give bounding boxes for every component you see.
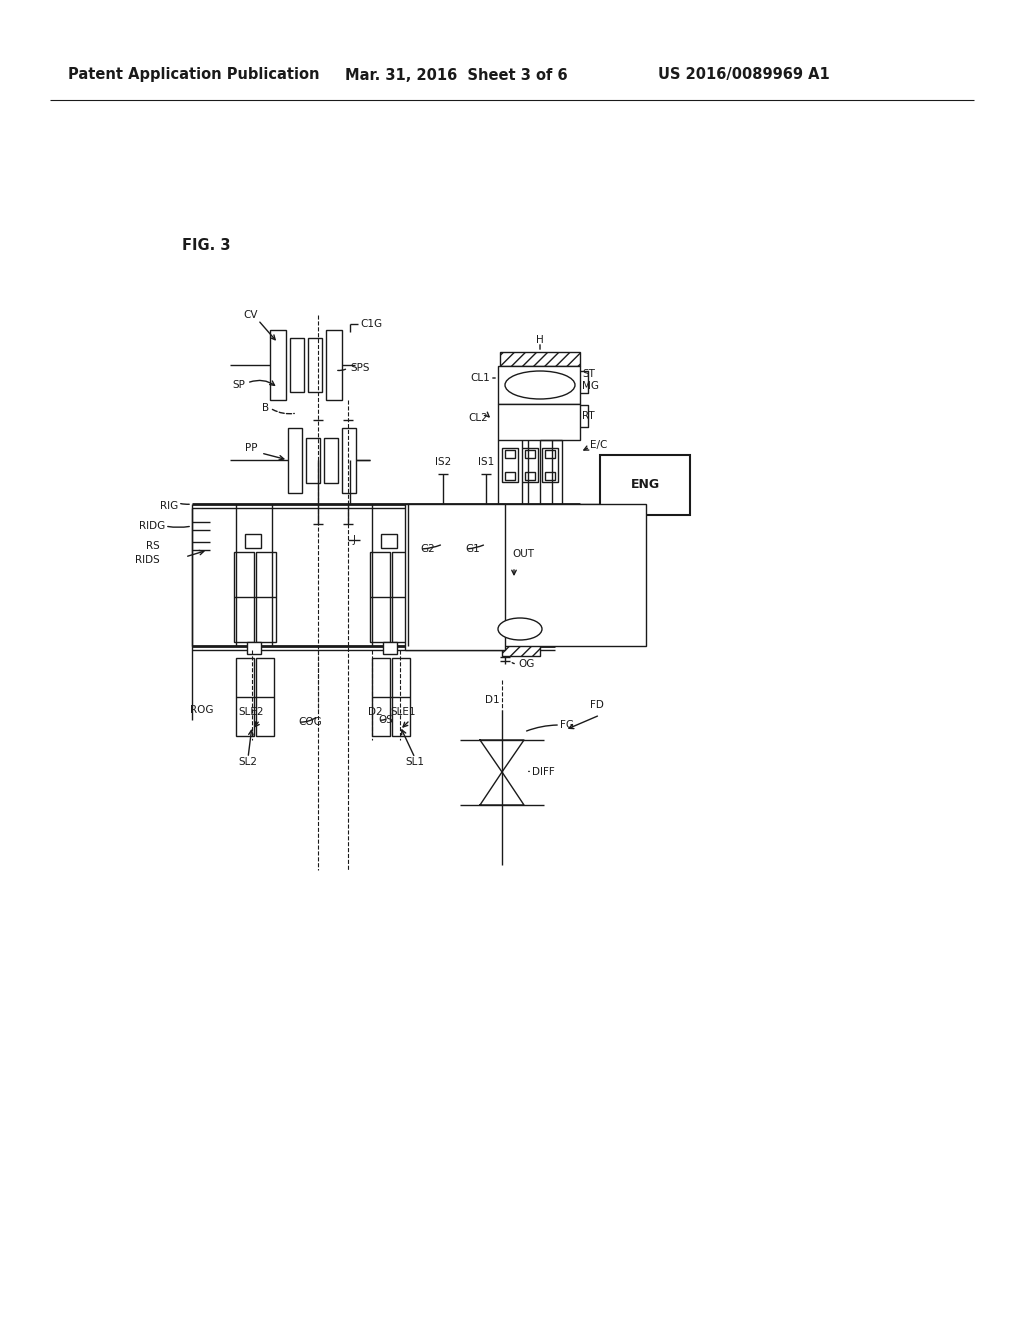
Bar [256,657,274,737]
Bar [502,447,518,482]
Text: Patent Application Publication: Patent Application Publication [68,67,319,82]
Polygon shape [480,741,524,772]
Bar [498,366,580,404]
Text: OS: OS [378,715,393,725]
Text: IS2: IS2 [435,457,452,467]
Ellipse shape [505,371,575,399]
Text: OG: OG [518,659,535,669]
Text: G1: G1 [465,544,480,554]
Bar [502,644,540,656]
Bar [326,330,342,400]
Text: SL1: SL1 [406,756,425,767]
Text: CL2: CL2 [468,413,488,422]
Text: SP: SP [232,380,245,389]
Text: IS1: IS1 [478,457,495,467]
Bar [372,657,390,737]
Text: COG: COG [298,717,322,727]
Text: ST: ST [582,370,595,379]
Bar [308,338,322,392]
Bar [383,642,397,653]
Bar [525,473,535,480]
Bar [522,447,538,482]
Text: ROG: ROG [190,705,213,715]
Text: US 2016/0089969 A1: US 2016/0089969 A1 [658,67,829,82]
Bar [370,552,390,642]
Bar [545,450,555,458]
Bar [324,438,338,483]
Text: D1: D1 [485,696,500,705]
Text: FG: FG [560,719,574,730]
Bar [236,657,254,737]
Text: RS: RS [146,541,160,550]
Bar [545,473,555,480]
Bar [406,504,505,649]
Bar [288,428,302,492]
Bar [498,504,646,645]
Text: SPS: SPS [350,363,370,374]
Bar [392,657,410,737]
Text: C1G: C1G [360,319,382,329]
Text: PP: PP [245,444,257,453]
Bar [498,404,580,440]
Bar [505,473,515,480]
Text: SLE2: SLE2 [238,708,263,717]
Text: H: H [537,335,544,345]
Text: SLE1: SLE1 [390,708,416,717]
Text: RIDS: RIDS [135,554,160,565]
Bar [500,352,580,366]
Text: B: B [262,403,269,413]
Bar [500,577,540,607]
Bar [342,428,356,492]
Bar [290,338,304,392]
Ellipse shape [498,618,542,640]
Text: RIG: RIG [160,502,178,511]
Bar [247,642,261,653]
Bar [245,535,261,548]
Bar [256,552,276,642]
Bar [505,450,515,458]
Text: Mar. 31, 2016  Sheet 3 of 6: Mar. 31, 2016 Sheet 3 of 6 [345,67,567,82]
Text: E/C: E/C [590,440,607,450]
Text: CL1: CL1 [470,374,490,383]
Bar [392,552,412,642]
Text: OUT: OUT [512,549,534,558]
Text: DIFF: DIFF [532,767,555,777]
Bar [525,450,535,458]
Bar [306,438,319,483]
Bar [600,455,690,515]
Bar [542,447,558,482]
Text: SL2: SL2 [239,756,257,767]
Text: RIDG: RIDG [138,521,165,531]
Bar [234,552,254,642]
Text: D2: D2 [368,708,383,717]
Text: G2: G2 [420,544,435,554]
Bar [381,535,397,548]
Text: RT: RT [582,411,595,421]
Text: MG: MG [582,381,599,391]
Text: FIG. 3: FIG. 3 [182,238,230,252]
Polygon shape [480,772,524,805]
Text: J: J [352,535,355,545]
Text: ENG: ENG [631,479,659,491]
Bar [270,330,286,400]
Text: FD: FD [590,700,604,710]
Text: CV: CV [243,310,257,319]
